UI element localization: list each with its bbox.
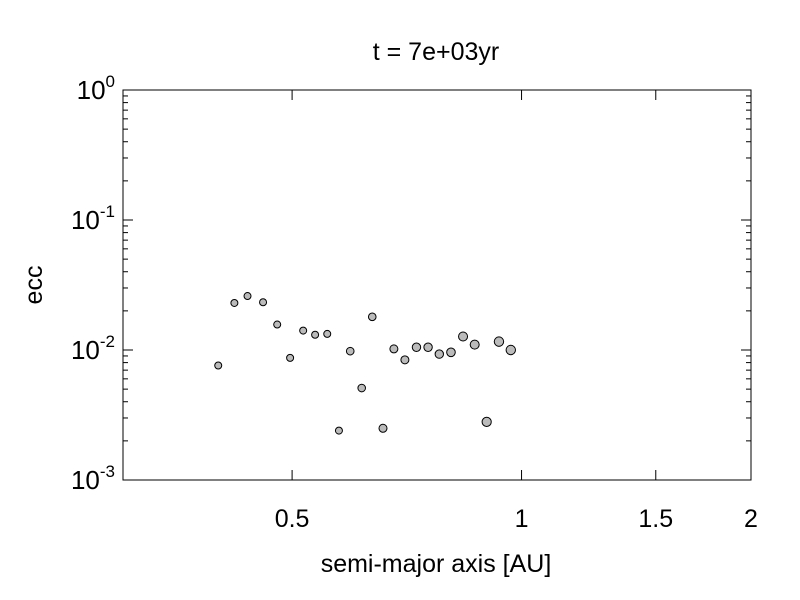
y-axis-label: ecc: [20, 266, 48, 305]
data-point: [334, 426, 343, 435]
y-tick-label: 10-3: [71, 462, 115, 495]
data-point: [411, 342, 422, 352]
data-point: [273, 320, 282, 329]
data-point: [423, 342, 433, 352]
data-point: [434, 349, 445, 359]
y-tick-label: 100: [77, 72, 115, 105]
x-axis-label: semi-major axis [AU]: [321, 550, 552, 578]
x-tick-label: 0.5: [275, 505, 310, 533]
data-point: [505, 344, 516, 356]
y-tick-label: 10-1: [71, 202, 115, 235]
data-point: [458, 331, 469, 342]
data-point: [323, 329, 332, 338]
data-point: [469, 339, 480, 350]
data-point: [299, 326, 308, 335]
data-point: [286, 353, 295, 362]
data-point: [259, 298, 268, 307]
data-point: [214, 361, 223, 370]
data-point: [400, 355, 410, 365]
y-major-ticks: 10-3 10-2 10-1 100: [71, 72, 751, 495]
y-minor-ticks: [123, 95, 751, 442]
data-points: [214, 292, 516, 435]
data-point: [446, 347, 456, 358]
plot-area-frame: [122, 89, 752, 481]
chart-title: t = 7e+03yr: [373, 38, 499, 66]
data-point: [345, 346, 355, 356]
x-tick-label: 1: [515, 505, 529, 533]
data-point: [243, 292, 252, 301]
x-ticks: 0.5 1 1.5 2: [275, 90, 758, 533]
data-point: [367, 312, 377, 322]
data-point: [311, 330, 320, 339]
data-point: [357, 383, 366, 393]
data-point: [481, 416, 492, 427]
y-tick-label: 10-2: [71, 332, 115, 365]
data-point: [230, 298, 239, 307]
data-point: [493, 336, 505, 347]
data-point: [389, 344, 399, 354]
x-tick-label: 1.5: [638, 505, 673, 533]
data-point: [378, 423, 388, 433]
x-tick-label: 2: [744, 505, 758, 533]
